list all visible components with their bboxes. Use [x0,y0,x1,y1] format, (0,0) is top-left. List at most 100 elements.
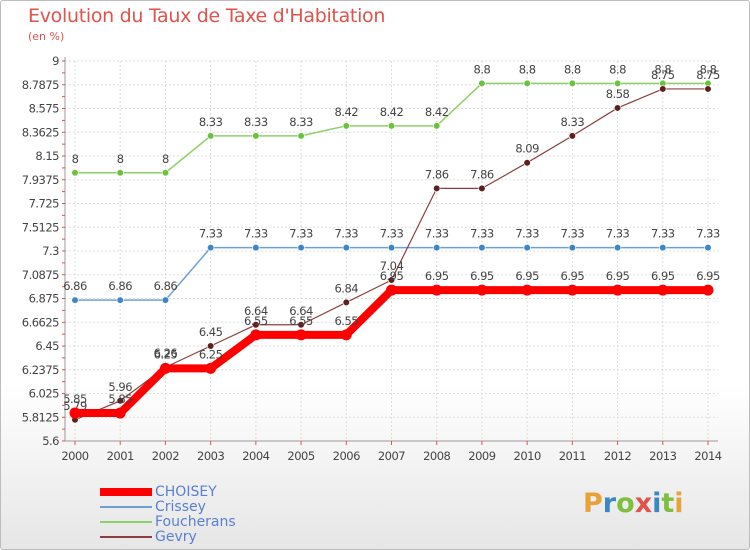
logo-letter: t [661,488,675,519]
data-label-choisey: 5.85 [108,392,132,406]
data-label-foucherans: 8.33 [244,115,268,129]
data-point-choisey [295,329,307,341]
data-label-gevry: 6.26 [154,346,178,360]
data-label-foucherans: 8 [117,152,124,166]
data-label-crissey: 7.33 [334,227,358,241]
x-tick-label: 2012 [604,449,631,463]
y-tick-label: 6.875 [29,292,60,306]
logo-letter: r [602,488,617,519]
data-point-crissey [207,244,215,252]
data-point-foucherans [613,79,622,87]
data-label-choisey: 6.95 [696,269,720,283]
data-point-crissey [613,244,622,252]
chart-title: Evolution du Taux de Taxe d'Habitation [28,5,386,27]
data-point-foucherans [161,169,170,177]
data-label-gevry: 7.04 [380,259,404,273]
legend-swatch [100,488,152,496]
data-label-crissey: 7.33 [244,227,268,241]
data-point-gevry [523,159,531,167]
y-tick-label: 6.025 [29,387,60,401]
logo-letter: i [674,488,684,519]
y-tick-label: 6.6625 [22,315,59,329]
data-point-gevry [613,104,622,112]
data-label-foucherans: 8.8 [609,62,626,76]
data-label-choisey: 6.95 [515,269,539,283]
y-tick-label: 7.3 [42,244,59,258]
x-tick-label: 2002 [152,449,179,463]
data-point-choisey [431,284,443,296]
x-tick-label: 2013 [649,449,676,463]
data-point-choisey [159,362,171,374]
data-point-foucherans [523,79,531,87]
data-point-gevry [252,321,260,329]
data-label-gevry: 8.75 [651,68,675,82]
data-label-crissey: 7.33 [199,227,223,241]
data-point-choisey [612,284,624,296]
data-point-gevry [342,298,350,307]
data-point-gevry [207,342,215,350]
data-point-foucherans [116,169,124,177]
data-label-choisey: 6.95 [606,269,630,283]
x-tick-label: 2007 [378,449,405,463]
data-point-crissey [387,244,396,252]
legend-label: CHOISEY [155,484,217,500]
data-point-choisey [386,284,397,296]
data-point-crissey [433,244,441,252]
data-label-gevry: 8.58 [606,87,630,101]
data-label-foucherans: 8.8 [564,62,581,76]
data-label-choisey: 6.25 [154,347,178,361]
data-point-crissey [71,296,79,304]
legend-swatch [100,536,152,538]
x-tick-label: 2009 [468,449,495,463]
data-point-foucherans [252,132,260,140]
data-point-crissey [478,244,486,252]
data-label-crissey: 7.33 [515,227,539,241]
proxiti-logo: Proxiti [583,488,684,519]
data-label-gevry: 6.64 [244,304,268,318]
logo-letter: P [583,488,603,519]
data-point-gevry [704,85,712,93]
data-point-foucherans [387,122,396,130]
data-label-choisey: 6.55 [244,314,268,328]
data-point-choisey [69,407,81,419]
data-point-choisey [657,284,669,296]
data-point-choisey [566,284,578,296]
data-label-foucherans: 8.8 [654,62,671,76]
data-label-crissey: 6.86 [63,279,87,293]
x-tick-label: 2000 [61,449,88,463]
data-point-foucherans [478,79,486,87]
y-tick-label: 8.3625 [22,125,59,139]
data-point-crissey [116,296,124,304]
data-point-gevry [568,132,576,140]
data-point-gevry [297,321,305,329]
logo-letter: o [616,488,635,519]
data-label-choisey: 6.95 [425,269,449,283]
data-point-foucherans [297,132,305,140]
data-label-foucherans: 8.8 [519,62,536,76]
data-point-foucherans [207,132,215,140]
data-label-gevry: 5.96 [108,380,132,394]
data-point-crissey [297,244,305,252]
y-tick-label: 9 [52,54,59,68]
data-label-choisey: 6.95 [470,269,494,283]
data-label-crissey: 6.86 [154,279,178,293]
data-label-choisey: 5.85 [63,392,87,406]
legend-label: Crissey [155,499,206,515]
data-label-crissey: 7.33 [470,227,494,241]
data-label-gevry: 8.09 [515,142,539,156]
legend-swatch [100,506,152,508]
data-label-crissey: 7.33 [289,227,313,241]
data-label-choisey: 6.55 [334,314,358,328]
data-label-crissey: 7.33 [651,227,675,241]
y-tick-label: 7.725 [29,197,60,211]
data-label-foucherans: 8.8 [474,62,491,76]
y-tick-label: 5.6 [42,434,59,448]
data-point-crissey [704,244,712,252]
data-point-choisey [521,284,533,296]
data-label-choisey: 6.95 [651,269,675,283]
y-tick-label: 6.2375 [22,363,59,377]
data-label-choisey: 6.55 [289,314,313,328]
data-label-choisey: 6.95 [380,269,404,283]
chart-subtitle: (en %) [28,30,65,43]
data-point-gevry [387,276,396,284]
